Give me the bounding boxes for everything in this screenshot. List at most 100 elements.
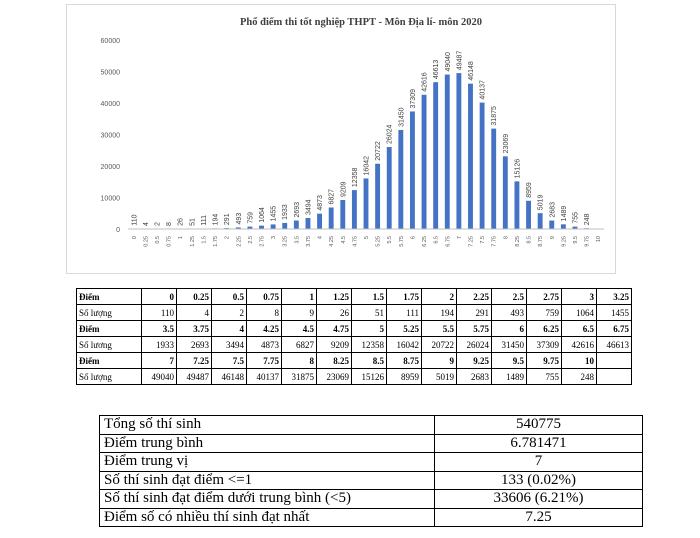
- score-cell: 6.25: [526, 320, 562, 337]
- score-distribution-chart: Phổ điểm thi tốt nghiệp THPT - Môn Địa l…: [66, 4, 616, 274]
- score-count-table: Điểm 0 0.25 0.5 0.75 1 1.25 1.5 1.75 2 2.25 2.5 2.75…: [76, 288, 632, 385]
- x-tick-label: 1.25: [190, 236, 196, 247]
- x-tick-label: 9.5: [573, 236, 579, 244]
- score-cell: 1.5: [351, 288, 387, 305]
- count-cell: 8959: [386, 368, 422, 385]
- bar: [410, 111, 415, 229]
- bar-chart-svg: Phổ điểm thi tốt nghiệp THPT - Môn Địa l…: [66, 4, 616, 274]
- score-cell: 3.5: [141, 320, 177, 337]
- chart-title: Phổ điểm thi tốt nghiệp THPT - Môn Địa l…: [240, 17, 482, 28]
- score-cell: 9: [421, 352, 457, 369]
- count-cell: 16042: [386, 336, 422, 353]
- bar-data-label: 42616: [422, 72, 429, 92]
- stats-label: Điểm trung bình: [99, 433, 435, 453]
- stats-value: 540775: [434, 415, 643, 435]
- count-cell: 4: [176, 304, 212, 321]
- bar-data-label: 51: [189, 218, 196, 226]
- stats-label: Điểm số có nhiều thí sinh đạt nhất: [99, 507, 435, 527]
- bar: [363, 178, 369, 229]
- bar-data-label: 248: [584, 213, 591, 225]
- bar-data-label: 111: [201, 215, 208, 226]
- score-cell: 9.5: [491, 352, 527, 369]
- count-cell: 291: [456, 304, 492, 321]
- y-axis: 0 10000 20000 30000 40000 50000 60000: [101, 38, 121, 234]
- bar: [328, 207, 334, 229]
- score-cell: 3: [561, 288, 597, 305]
- chart-frame: [66, 4, 616, 274]
- count-cell: 26: [316, 304, 352, 321]
- score-cell: 8.75: [386, 352, 422, 369]
- x-tick-label: 0: [132, 236, 138, 239]
- count-cell: 5019: [421, 368, 457, 385]
- x-tick-label: 10: [596, 236, 602, 242]
- bar-data-label: 4: [143, 222, 150, 226]
- count-cell: 20722: [421, 336, 457, 353]
- score-cell: 10: [561, 352, 597, 369]
- stats-value: 6.781471: [434, 433, 643, 453]
- bars-group: [131, 73, 590, 230]
- score-cell: 0: [141, 288, 177, 305]
- bar-data-label: 26024: [387, 124, 394, 144]
- count-cell: 31875: [281, 368, 317, 385]
- x-tick-label: 2.75: [260, 236, 266, 247]
- bar-data-label: 291: [224, 213, 231, 225]
- count-cell: 755: [526, 368, 562, 385]
- score-cell: 1.75: [386, 288, 422, 305]
- x-tick-label: 4.25: [329, 236, 335, 247]
- stats-value: 33606 (6.21%): [434, 489, 643, 509]
- bar-data-label: 23069: [503, 134, 510, 154]
- count-cell: 1489: [491, 368, 527, 385]
- stats-value: 7.25: [434, 507, 643, 527]
- count-cell: 3494: [211, 336, 247, 353]
- bar-data-label: 6827: [329, 189, 336, 205]
- count-cell: 12358: [351, 336, 387, 353]
- count-row: Số lượng 49040 49487 46148 40137 31875 23069 15…: [76, 368, 632, 385]
- score-cell: 0.5: [211, 288, 247, 305]
- bar: [421, 94, 427, 229]
- bar: [549, 220, 555, 229]
- bar-data-label: 2683: [549, 202, 556, 218]
- x-tick-label: 2.5: [248, 236, 254, 244]
- x-tick-label: 1: [178, 236, 184, 239]
- row-header: Số lương: [76, 336, 142, 353]
- score-cell: 0.25: [176, 288, 212, 305]
- count-cell: 46613: [596, 336, 632, 353]
- score-cell: 6.5: [561, 320, 597, 337]
- count-cell: 2: [211, 304, 247, 321]
- count-cell: 42616: [561, 336, 597, 353]
- y-tick-label: 30000: [101, 133, 121, 140]
- bar-data-label: 49487: [456, 51, 463, 71]
- score-cell: 8.5: [351, 352, 387, 369]
- bar-data-label: 493: [236, 213, 243, 225]
- x-tick-label: 0.75: [167, 236, 173, 247]
- count-cell: 248: [561, 368, 597, 385]
- stats-row: Điểm số có nhiều thí sinh đạt nhất 7.25: [99, 507, 643, 527]
- y-tick-label: 40000: [101, 101, 121, 108]
- bar-data-label: 12358: [352, 168, 359, 188]
- bar-data-label: 194: [213, 214, 220, 226]
- bar-data-label: 4873: [317, 195, 324, 211]
- x-tick-label: 3: [271, 236, 277, 239]
- row-header: Điểm: [76, 352, 142, 369]
- bar-data-label: 49040: [445, 52, 452, 72]
- y-tick-label: 20000: [101, 164, 121, 171]
- x-tick-label: 9: [550, 236, 556, 239]
- bar-data-label: 1455: [271, 206, 278, 222]
- x-tick-label: 2.25: [236, 236, 242, 247]
- bar-data-label: 2: [155, 222, 162, 226]
- bar-data-label: 8: [166, 222, 173, 226]
- score-cell: 1: [281, 288, 317, 305]
- x-tick-label: 4.75: [352, 236, 358, 247]
- bar: [468, 83, 473, 230]
- x-tick-label: 0.5: [155, 236, 161, 244]
- stats-label: Tổng số thí sinh: [99, 415, 435, 435]
- stats-label: Số thí sinh đạt điểm dưới trung bình (<5…: [99, 489, 435, 509]
- score-cell: 5.5: [421, 320, 457, 337]
- bar-data-label: 759: [247, 212, 254, 224]
- y-tick-label: 0: [116, 227, 120, 234]
- stats-row: Số thí sinh đạt điểm <=1 133 (0.02%): [99, 470, 643, 490]
- x-tick-label: 5.75: [399, 236, 405, 247]
- bar: [456, 73, 462, 229]
- bar: [537, 213, 543, 229]
- bar-data-label: 46148: [468, 61, 475, 81]
